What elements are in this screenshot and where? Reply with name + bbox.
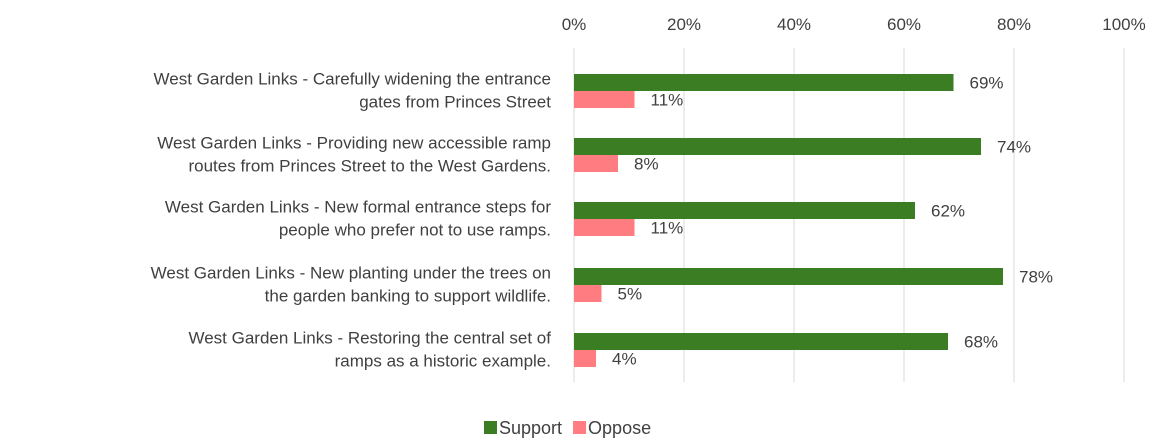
category-label-line: routes from Princes Street to the West G… bbox=[188, 156, 551, 175]
data-labels: 69% 11% 74% 8% 62% 11% 78% 5% 68% 4% bbox=[612, 74, 1053, 369]
category-label: West Garden Links - Carefully widening t… bbox=[154, 69, 552, 111]
data-label-support: 69% bbox=[970, 74, 1004, 93]
bar-oppose bbox=[574, 155, 618, 172]
bar-oppose bbox=[574, 350, 596, 367]
legend: Support Oppose bbox=[484, 418, 651, 438]
legend-label-oppose: Oppose bbox=[588, 418, 651, 438]
category-label-line: West Garden Links - Restoring the centra… bbox=[188, 328, 551, 347]
bar-oppose bbox=[574, 91, 635, 108]
legend-swatch-support bbox=[484, 421, 497, 434]
bar-support bbox=[574, 333, 948, 350]
bar-oppose bbox=[574, 285, 602, 302]
category-label: West Garden Links - New formal entrance … bbox=[165, 197, 551, 239]
category-label-line: people who prefer not to use ramps. bbox=[279, 220, 551, 239]
category-label-line: West Garden Links - New formal entrance … bbox=[165, 197, 551, 216]
data-label-oppose: 4% bbox=[612, 350, 637, 369]
bar-support bbox=[574, 202, 915, 219]
category-label-line: West Garden Links - New planting under t… bbox=[151, 263, 551, 282]
data-label-support: 62% bbox=[931, 202, 965, 221]
x-tick-label: 20% bbox=[667, 15, 701, 34]
bar-oppose bbox=[574, 219, 635, 236]
data-label-oppose: 8% bbox=[634, 155, 659, 174]
bar-support bbox=[574, 138, 981, 155]
data-label-oppose: 11% bbox=[651, 91, 684, 110]
x-tick-label: 0% bbox=[562, 15, 587, 34]
bars bbox=[574, 74, 1003, 367]
data-label-support: 74% bbox=[997, 138, 1031, 157]
category-label-line: the garden banking to support wildlife. bbox=[265, 286, 551, 305]
category-label-line: West Garden Links - Carefully widening t… bbox=[154, 69, 552, 88]
x-axis-ticks: 0% 20% 40% 60% 80% 100% bbox=[562, 15, 1146, 34]
category-label: West Garden Links - Restoring the centra… bbox=[188, 328, 551, 370]
data-label-oppose: 11% bbox=[651, 219, 684, 238]
category-label-line: West Garden Links - Providing new access… bbox=[157, 133, 551, 152]
bar-support bbox=[574, 268, 1003, 285]
data-label-support: 68% bbox=[964, 333, 998, 352]
legend-swatch-oppose bbox=[573, 421, 587, 434]
data-label-oppose: 5% bbox=[618, 285, 643, 304]
x-tick-label: 40% bbox=[777, 15, 811, 34]
category-labels: West Garden Links - Carefully widening t… bbox=[151, 69, 552, 370]
category-label: West Garden Links - Providing new access… bbox=[157, 133, 551, 175]
legend-label-support: Support bbox=[499, 418, 562, 438]
x-tick-label: 60% bbox=[887, 15, 921, 34]
category-label-line: ramps as a historic example. bbox=[335, 351, 551, 370]
category-label-line: gates from Princes Street bbox=[359, 92, 551, 111]
data-label-support: 78% bbox=[1019, 268, 1053, 287]
category-label: West Garden Links - New planting under t… bbox=[151, 263, 551, 305]
bar-support bbox=[574, 74, 954, 91]
x-tick-label: 80% bbox=[997, 15, 1031, 34]
x-tick-label: 100% bbox=[1102, 15, 1145, 34]
